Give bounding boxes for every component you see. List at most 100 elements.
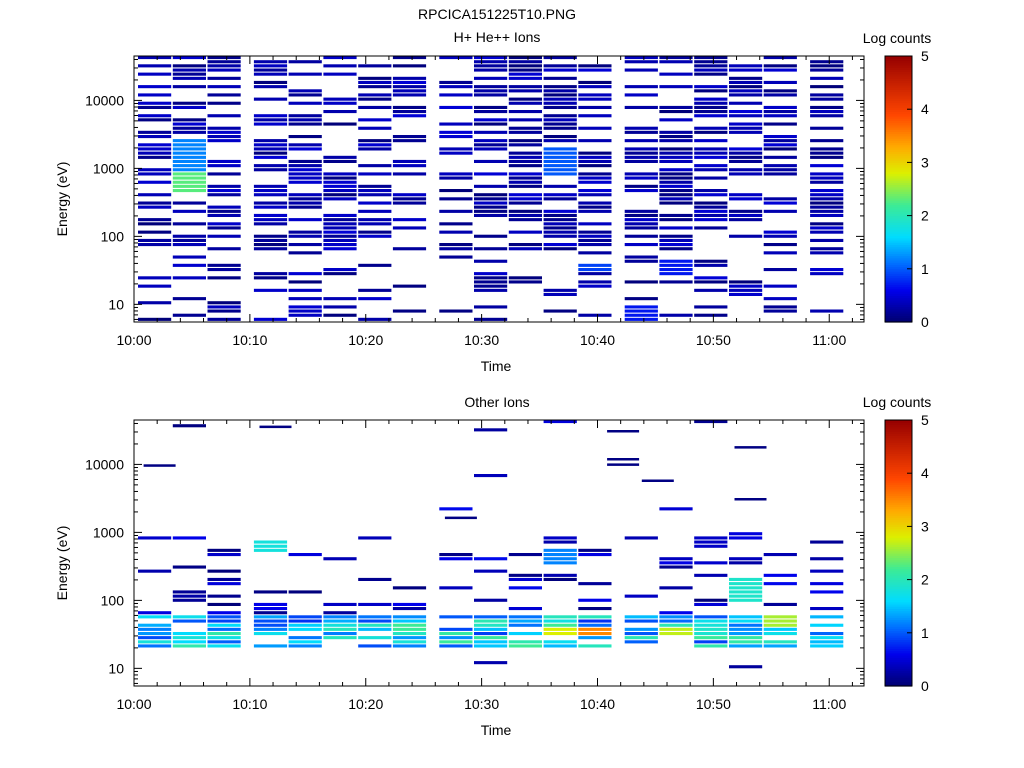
heatmap-cell [694,193,728,197]
other-ions-panel: Other Ions 10:00 10:10 10:20 10:30 10:40 10:5… [54,394,931,738]
colorbar-swatch [885,612,912,616]
heatmap-cell [578,222,612,226]
heatmap-cell [392,226,427,230]
heatmap-cell [694,544,728,548]
heatmap-cell [624,259,658,263]
colorbar: 0 1 2 3 4 5 [884,412,929,694]
heatmap-cell [810,251,844,255]
heatmap-cell [253,114,288,118]
colorbar-swatch [885,579,912,583]
colorbar-swatch [885,162,912,166]
heatmap-cell [763,201,797,205]
heatmap-cell [172,76,206,80]
heatmap-cell [474,76,508,80]
colorbar-swatch [885,495,912,499]
colorbar-tick-label: 5 [921,412,929,428]
heatmap-cell [543,209,577,213]
heatmap-cell [288,590,322,594]
colorbar-swatch [885,515,912,519]
heatmap-cell [358,118,392,122]
heatmap-cell [694,644,728,648]
heatmap-cell [439,209,473,213]
heatmap-cell [358,297,392,301]
heatmap-cell [288,288,322,292]
heatmap-cell [172,594,206,598]
heatmap-cell [763,553,797,557]
heatmap-cell [172,640,206,644]
heatmap-cell [763,582,797,586]
heatmap-cell [578,230,612,234]
heatmap-cell [323,627,357,631]
heatmap-cell [172,201,206,205]
heatmap-cell [474,205,508,209]
colorbar-swatch [885,259,912,263]
colorbar-swatch [885,663,912,667]
heatmap-cell [288,627,322,631]
colorbar-swatch [885,508,912,512]
heatmap-cell [392,623,427,627]
heatmap-cell [474,598,508,602]
heatmap-cell [288,93,322,97]
heatmap-cell [474,640,508,644]
heatmap-cell [253,164,288,168]
heatmap-cell [288,218,322,222]
heatmap-cell [474,130,508,134]
heatmap-cell [543,577,577,581]
heatmap-cell [207,60,241,64]
colorbar-tick-label: 0 [921,678,929,694]
colorbar-frame [884,419,913,687]
heatmap-cell [624,184,658,188]
heatmap-cell [508,64,542,68]
heatmap-cell [763,623,797,627]
heatmap-cell [810,268,844,272]
heatmap-cell [508,243,542,247]
heatmap-cell [578,189,612,193]
heatmap-cell [508,155,542,159]
heatmap-cell [392,197,427,201]
heatmap-cell [694,623,728,627]
heatmap-cell [729,292,763,296]
heatmap-cell [358,189,392,193]
heatmap-cell [288,309,322,313]
colorbar-swatch [885,446,912,450]
colorbar-swatch [885,431,912,434]
heatmap-cell [624,594,658,598]
heatmap-cell [624,313,658,317]
colorbar-swatch [885,304,912,308]
heatmap-cell [323,272,357,276]
colorbar-swatch [885,610,912,614]
x-tick-label: 11:00 [812,332,846,348]
heatmap-cell [323,297,357,301]
heatmap-cell [207,636,241,640]
heatmap-cell [694,561,728,565]
x-tick-label: 10:10 [232,332,267,348]
heatmap-cell [288,636,322,640]
heatmap-cell [578,243,612,247]
colorbar-swatch [885,568,912,572]
heatmap-cell [172,313,206,317]
colorbar-swatch [885,220,912,223]
heatmap-cell [474,197,508,201]
heatmap-cell [358,172,392,176]
heatmap-cell [659,611,693,615]
heatmap-cell [543,114,577,118]
heatmap-cell [392,602,427,606]
heatmap-cell [659,193,693,197]
heatmap-cell [439,93,473,97]
heatmap-cell [694,280,728,284]
heatmap-cell [474,89,508,93]
heatmap-cell [172,276,206,280]
heatmap-cell [729,110,763,114]
heatmap-cell [694,615,728,619]
heatmap-cell [323,189,357,193]
heatmap-cell [810,247,844,251]
heatmap-cell [763,284,797,288]
heatmap-cell [729,557,763,561]
heatmap-cell [323,172,357,176]
colorbar-swatch [885,564,912,567]
heatmap-cell [694,420,728,424]
heatmap-cell [729,561,763,565]
heatmap-cell [543,105,577,109]
heatmap-cell [810,189,844,193]
heatmap-cell [729,168,763,172]
